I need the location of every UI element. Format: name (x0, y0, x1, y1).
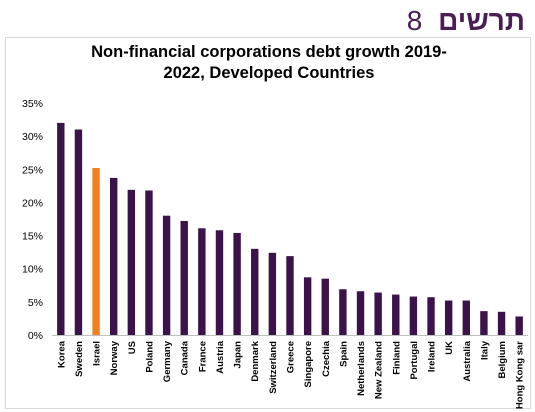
x-tick-label: Poland (144, 341, 155, 373)
x-tick-label: Singapore (303, 341, 314, 387)
bar-italy (480, 311, 488, 335)
bar-austria (215, 230, 224, 335)
x-tick-label: New Zealand (374, 341, 385, 399)
x-tick-label: Australia (462, 340, 473, 381)
bar-poland (145, 190, 153, 335)
x-tick-label: Korea (56, 340, 67, 368)
x-tick-label: UK (444, 341, 455, 355)
y-tick-label: 10% (22, 264, 43, 276)
x-tick-label: Finland (391, 341, 402, 375)
y-tick-label: 25% (22, 164, 43, 176)
x-tick-label: Netherlands (356, 341, 367, 396)
bar-spain (339, 289, 347, 335)
x-tick-label: Germany (162, 340, 173, 382)
bar-uk (444, 300, 453, 335)
bars (57, 122, 523, 335)
x-tick-label: Belgium (497, 341, 508, 378)
bar-us (127, 189, 136, 335)
bar-switzerland (268, 252, 277, 335)
x-tick-label: Japan (233, 341, 244, 369)
bar-chart: Non-financial corporations debt growth 2… (22, 43, 528, 409)
x-tick-label: Norway (109, 340, 120, 375)
y-tick-label: 20% (22, 197, 43, 209)
x-tick-label: Sweden (74, 341, 85, 377)
header-word: תרשים (438, 5, 525, 36)
x-tick-label: Greece (286, 341, 297, 373)
x-tick-label: US (127, 341, 138, 354)
chart-title-line-2: 2022, Developed Countries (164, 64, 375, 82)
bar-korea (57, 122, 65, 335)
bar-canada (180, 220, 188, 335)
x-tick-label: Spain (338, 341, 349, 367)
bar-portugal (409, 296, 418, 335)
x-axis: Korea Sweden Israel Norway US Poland Germany Ca… (52, 335, 528, 409)
x-tick-label: Denmark (250, 340, 261, 381)
x-tick-label: Hong Kong sar (515, 341, 526, 409)
bar-hong-kong-sar (515, 316, 523, 335)
chart-title-line-1: Non-financial corporations debt growth 2… (91, 43, 447, 61)
x-tick-label: Ireland (427, 341, 438, 372)
bar-sweden (74, 129, 83, 335)
x-tick-label: Austria (215, 340, 226, 373)
bar-france (198, 228, 206, 335)
bar-japan (233, 232, 241, 335)
y-axis: 0% 5% 10% 15% 20% 25% 30% 35% (22, 98, 43, 342)
y-tick-label: 30% (22, 131, 43, 143)
y-tick-label: 35% (22, 98, 43, 110)
y-tick-label: 5% (28, 297, 43, 309)
bar-belgium (497, 311, 506, 335)
slide-header: תרשים 8 (407, 4, 525, 38)
bar-new-zealand (374, 292, 382, 335)
y-tick-label: 0% (28, 330, 43, 342)
x-tick-label: Portugal (409, 341, 420, 380)
bar-israel (92, 167, 100, 335)
bar-denmark (251, 248, 259, 335)
bar-finland (392, 294, 400, 335)
y-tick-label: 15% (22, 231, 43, 243)
header-number: 8 (406, 5, 423, 36)
bar-ireland (427, 297, 435, 335)
bar-norway (110, 177, 118, 335)
chart-frame: Non-financial corporations debt growth 2… (5, 37, 531, 409)
bar-singapore (303, 277, 312, 335)
bar-netherlands (356, 291, 365, 335)
x-tick-label: Israel (92, 341, 103, 366)
x-tick-label: Italy (479, 340, 490, 360)
x-tick-label: Czechia (321, 340, 332, 377)
x-tick-label: France (197, 341, 208, 372)
x-tick-label: Switzerland (268, 341, 279, 394)
bar-czechia (321, 278, 329, 335)
bar-germany (162, 215, 171, 335)
bar-greece (286, 256, 294, 335)
x-tick-label: Canada (180, 340, 191, 375)
bar-australia (462, 300, 470, 335)
